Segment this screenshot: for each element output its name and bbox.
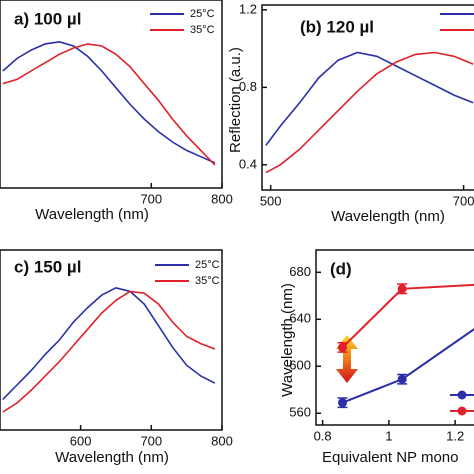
point	[338, 398, 348, 408]
point	[397, 284, 407, 294]
panel-title: (d)	[330, 259, 352, 278]
x-tick-label: 500	[260, 193, 282, 208]
x-tick-label: 700	[140, 191, 162, 206]
y-tick-label: 680	[289, 264, 311, 279]
x-tick-label: 800	[211, 191, 233, 206]
legend-label: 25°C	[190, 8, 215, 20]
legend-label: 25°C	[195, 259, 220, 271]
y-tick-label: 640	[289, 311, 311, 326]
series-line	[265, 51, 474, 146]
x-tick-label: 0.8	[314, 428, 332, 443]
point	[338, 342, 348, 352]
series-line	[342, 328, 474, 404]
x-axis-label: Wavelength (nm)	[35, 206, 149, 223]
y-axis-label: Reflection (a.u.)	[227, 47, 244, 153]
plot-area	[265, 51, 474, 174]
x-tick-label: 1.2	[446, 428, 464, 443]
series-line	[2, 40, 216, 164]
x-tick-label: 700	[140, 433, 162, 448]
y-tick-label: 600	[289, 358, 311, 373]
panel-title: c) 150 µl	[14, 257, 81, 276]
y-tick-label: 0.8	[239, 79, 257, 94]
x-tick-label: 800	[211, 433, 233, 448]
x-tick-label: 700	[453, 193, 474, 208]
legend-label: 35°C	[190, 24, 215, 36]
y-tick-label: 1.2	[239, 1, 257, 16]
y-axis-label: Wavelength (nm)	[279, 283, 296, 397]
series-line	[2, 290, 216, 413]
x-axis-label: Wavelength (nm)	[55, 449, 169, 466]
x-axis-label: Equivalent NP mono	[322, 449, 458, 466]
y-tick-label: 560	[289, 405, 311, 420]
series-line	[2, 286, 216, 400]
plot-area	[2, 286, 216, 413]
x-tick-label: 1	[385, 428, 392, 443]
series-line	[2, 43, 216, 166]
y-tick-label: 0.4	[239, 156, 257, 171]
plot-frame	[0, 0, 223, 189]
x-axis-label: Wavelength (nm)	[331, 208, 445, 225]
legend-marker	[457, 406, 467, 416]
panel-title: a) 100 µl	[14, 9, 81, 28]
point	[397, 374, 407, 384]
legend-label: 35°C	[195, 275, 220, 287]
panel-title: (b) 120 µl	[300, 17, 374, 36]
x-tick-label: 600	[70, 433, 92, 448]
series-line	[341, 283, 474, 349]
plot-area	[2, 40, 216, 166]
legend-marker	[457, 390, 467, 400]
plot-frame	[315, 249, 474, 426]
plot-frame	[261, 4, 474, 191]
plot-area	[337, 283, 474, 409]
series-line	[265, 51, 474, 174]
plot-frame	[0, 249, 223, 431]
